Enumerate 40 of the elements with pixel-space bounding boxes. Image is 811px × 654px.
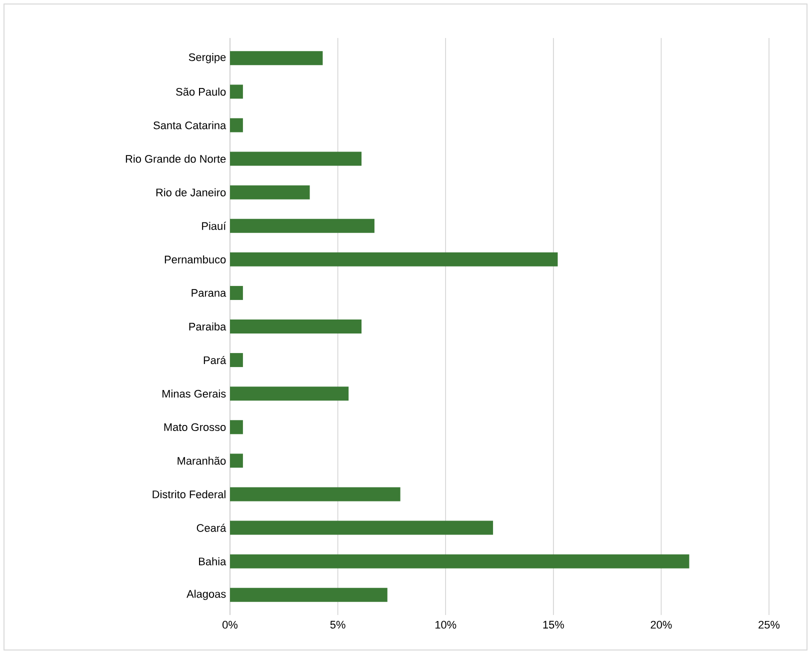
y-tick-label: São Paulo xyxy=(176,88,226,96)
bar xyxy=(230,51,323,66)
y-tick-label: Bahia xyxy=(199,557,226,566)
x-tick-label: 10% xyxy=(435,620,456,629)
bar xyxy=(230,286,243,300)
bar xyxy=(230,118,243,132)
bar xyxy=(230,218,374,233)
bar xyxy=(230,252,558,266)
x-tick-label: 25% xyxy=(758,620,780,629)
bar xyxy=(230,420,243,434)
y-tick-label: Ceará xyxy=(196,524,226,532)
y-tick-label: Mato Grosso xyxy=(164,423,226,432)
bar xyxy=(230,454,243,468)
x-tick-label: 5% xyxy=(330,620,346,629)
y-tick-label: Paraiba xyxy=(189,322,226,331)
x-tick-label: 20% xyxy=(650,620,672,629)
x-tick-label: 0% xyxy=(222,620,238,629)
y-tick-label: Santa Catarina xyxy=(154,121,226,130)
y-tick-label: Piauí xyxy=(202,222,226,230)
x-tick-label: 15% xyxy=(543,620,564,629)
bar xyxy=(230,353,243,368)
y-tick-label: Minas Gerais xyxy=(162,390,226,398)
y-tick-label: Distrito Federal xyxy=(152,490,226,498)
bar xyxy=(230,386,349,401)
bar xyxy=(230,520,494,535)
bar xyxy=(230,320,362,334)
y-tick-label: Maranhão xyxy=(178,456,226,465)
y-tick-label: Alagoas xyxy=(186,590,226,600)
y-tick-label: Pernambuco xyxy=(164,255,226,264)
y-tick-label: Rio de Janeiro xyxy=(156,188,226,196)
y-tick-label: Rio Grande do Norte xyxy=(126,154,226,163)
y-tick-label: Parana xyxy=(192,289,226,297)
bar xyxy=(230,152,362,166)
bar xyxy=(230,185,310,200)
y-tick-label: Sergipe xyxy=(188,53,226,64)
y-tick-label: Pará xyxy=(204,356,226,364)
bar xyxy=(230,84,243,99)
bar xyxy=(230,588,388,602)
bar xyxy=(230,487,400,502)
bar xyxy=(230,554,690,568)
